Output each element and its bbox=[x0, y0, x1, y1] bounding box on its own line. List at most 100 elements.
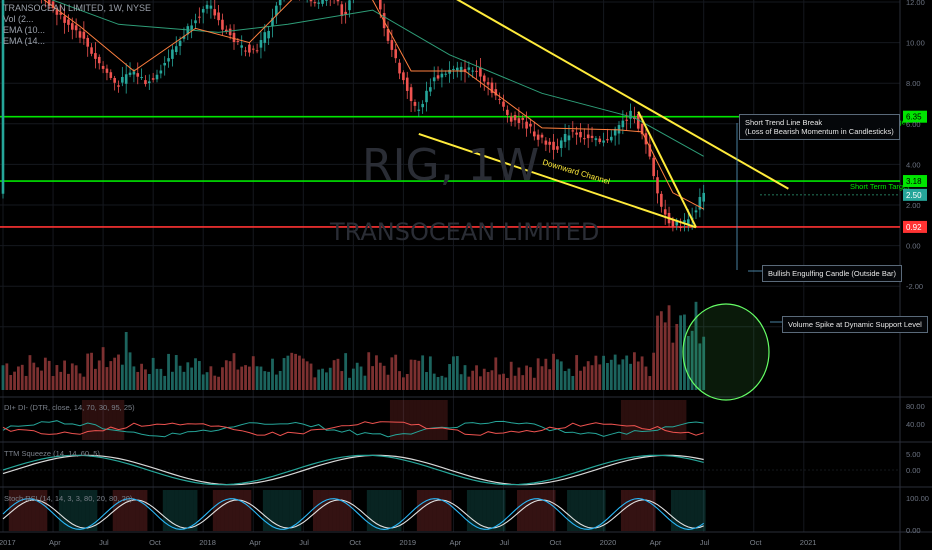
stoch-shade bbox=[278, 490, 283, 531]
volume-bar bbox=[679, 315, 682, 390]
candle-body bbox=[321, 0, 324, 4]
ttm-pane-label: TTM Squeeze (14, 14, 60, 5) bbox=[4, 449, 100, 458]
candle-body bbox=[448, 69, 451, 74]
stoch-shade bbox=[289, 490, 294, 531]
volume-bar bbox=[663, 322, 667, 390]
stoch-shade bbox=[228, 490, 233, 531]
ema-slow-line bbox=[51, 0, 704, 157]
volume-bar bbox=[86, 353, 90, 390]
volume-bar bbox=[702, 336, 706, 390]
candle-body bbox=[679, 226, 682, 228]
candle-body bbox=[109, 72, 113, 78]
candle-body bbox=[67, 19, 70, 25]
candle-body bbox=[163, 62, 166, 66]
candle-body bbox=[498, 99, 501, 101]
indicator-ema-fast[interactable]: EMA (10... bbox=[3, 25, 46, 35]
volume-bar bbox=[136, 371, 140, 390]
volume-bar bbox=[240, 366, 244, 390]
volume-bar bbox=[513, 375, 517, 390]
stoch-shade bbox=[339, 490, 344, 531]
ttm-signal-line bbox=[2, 454, 704, 486]
candle-body bbox=[683, 220, 686, 223]
candle-body bbox=[97, 56, 101, 64]
volume-bar bbox=[667, 305, 671, 390]
candle-body bbox=[544, 140, 548, 145]
indicator-volume[interactable]: Vol (2... bbox=[3, 14, 34, 24]
volume-bar bbox=[436, 377, 440, 390]
volume-bar bbox=[586, 361, 590, 390]
stoch-shade bbox=[232, 490, 236, 531]
volume-bar bbox=[544, 358, 548, 390]
dmi-shade bbox=[674, 400, 679, 440]
volume-bar bbox=[178, 365, 182, 390]
volume-bar bbox=[367, 352, 371, 390]
candle-body bbox=[602, 140, 605, 143]
stoch-shade bbox=[624, 490, 629, 531]
stoch-shade bbox=[20, 490, 25, 531]
candle-body bbox=[244, 50, 247, 52]
candle-body bbox=[517, 118, 521, 123]
dmi-shade bbox=[116, 400, 121, 440]
time-axis-tick: Apr bbox=[650, 538, 662, 547]
candle-body bbox=[159, 70, 163, 74]
stoch-shade bbox=[482, 490, 487, 531]
stoch-shade bbox=[247, 490, 252, 531]
candle-body bbox=[490, 82, 494, 93]
volume-bar bbox=[490, 370, 494, 390]
volume-bar bbox=[671, 342, 675, 390]
stoch-shade bbox=[393, 490, 398, 531]
trendbreak-title: Short Trend Line Break bbox=[745, 118, 823, 127]
volume-bar bbox=[132, 366, 136, 390]
candle-body bbox=[251, 48, 255, 50]
stoch-shade bbox=[135, 490, 140, 531]
volume-bar bbox=[278, 370, 282, 390]
volume-bar bbox=[536, 358, 540, 390]
candle-body bbox=[652, 157, 655, 177]
stoch-shade bbox=[686, 490, 691, 531]
stoch-shade bbox=[74, 490, 79, 531]
dmi-shade bbox=[432, 400, 437, 440]
volume-bar bbox=[567, 368, 571, 390]
dmi-shade bbox=[647, 400, 652, 440]
candle-body bbox=[213, 9, 217, 16]
candle-body bbox=[148, 81, 151, 84]
volume-bar bbox=[602, 355, 605, 390]
time-axis-tick: Oct bbox=[149, 538, 162, 547]
time-axis-tick: 2017 bbox=[0, 538, 16, 547]
candle-body bbox=[178, 40, 182, 46]
volume-bar bbox=[359, 366, 363, 390]
candle-body bbox=[86, 37, 89, 47]
volume-bar bbox=[113, 357, 117, 390]
symbol-title: TRANSOCEAN LIMITED, 1W, NYSE bbox=[3, 3, 152, 13]
stoch-shade bbox=[428, 490, 433, 531]
stoch-shade bbox=[651, 490, 656, 531]
candle-body bbox=[309, 0, 313, 2]
candle-body bbox=[506, 109, 509, 115]
channel-upper-line bbox=[456, 0, 789, 190]
stoch-shade bbox=[193, 490, 198, 531]
stoch-axis-tick: 0.00 bbox=[906, 526, 921, 535]
volume-bar bbox=[47, 360, 51, 390]
volume-bar bbox=[486, 372, 490, 390]
di-minus-line bbox=[2, 421, 704, 437]
candle-body bbox=[648, 144, 652, 157]
volume-bar bbox=[63, 360, 66, 390]
volume-bar bbox=[9, 374, 13, 390]
stoch-shade bbox=[486, 490, 491, 531]
stoch-k-line bbox=[2, 498, 705, 530]
candle-body bbox=[663, 209, 667, 215]
candle-body bbox=[417, 109, 421, 111]
stoch-shade bbox=[28, 490, 32, 531]
dmi-shade bbox=[397, 400, 402, 440]
volume-bar bbox=[217, 376, 220, 390]
stoch-shade bbox=[374, 490, 379, 531]
stoch-shade bbox=[436, 490, 440, 531]
candle-body bbox=[144, 80, 147, 85]
indicator-ema-slow[interactable]: EMA (14... bbox=[3, 36, 46, 46]
volume-bar bbox=[5, 363, 9, 390]
candle-body bbox=[559, 140, 563, 149]
volume-bar bbox=[20, 364, 24, 390]
dmi-shade bbox=[636, 400, 641, 440]
candle-body bbox=[190, 25, 193, 30]
